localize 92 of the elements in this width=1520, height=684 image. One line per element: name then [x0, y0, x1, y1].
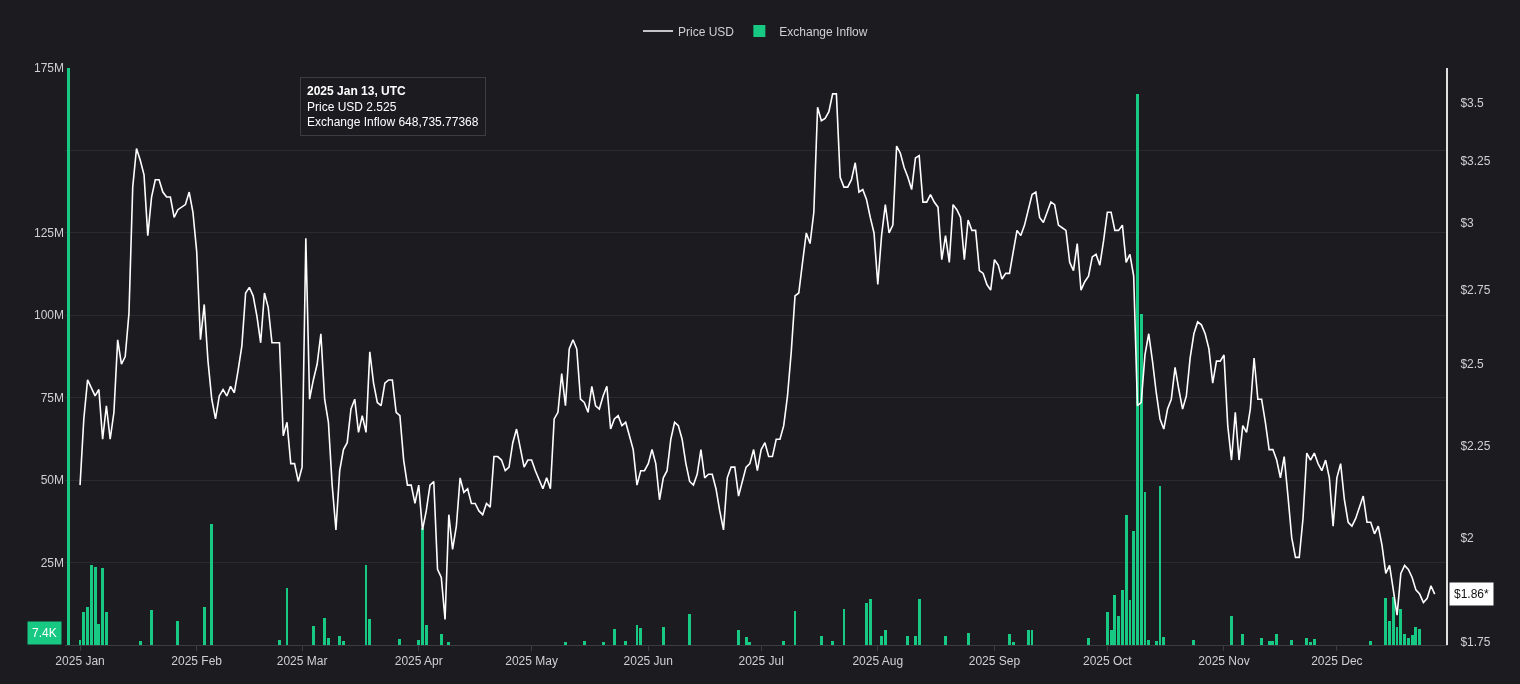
bar — [1305, 638, 1309, 645]
bar — [1309, 642, 1312, 645]
bar — [1267, 641, 1271, 645]
bar — [831, 641, 835, 645]
x-tick-label: 2025 Jul — [738, 654, 784, 669]
x-tick-label: 2025 Jun — [623, 654, 673, 669]
bar — [612, 628, 616, 645]
x-tick-label: 2025 Nov — [1198, 654, 1250, 669]
y2-tick-label: $3.25 — [1460, 153, 1491, 168]
bar — [564, 642, 567, 645]
bar — [1008, 634, 1011, 645]
bar — [917, 599, 921, 645]
y2-tick-label: $1.75 — [1460, 634, 1491, 649]
y-tick-label: 50M — [40, 473, 64, 488]
bar — [906, 636, 910, 645]
legend-label: Exchange Inflow — [779, 24, 868, 39]
bar — [1406, 638, 1410, 645]
bar — [1026, 630, 1030, 645]
bar — [1312, 639, 1316, 645]
bar — [1290, 640, 1294, 645]
x-tick-label: 2025 Dec — [1311, 654, 1363, 669]
annotation: 2025 Jan 13, UTC Price USD 2.525 Exchange Inflow 648,735.77368 — [307, 84, 479, 130]
x-tick-label: 2025 Apr — [394, 654, 443, 669]
bar — [421, 528, 424, 645]
x-tick-label: 2025 Jan — [55, 654, 105, 669]
bar — [639, 627, 643, 645]
bar — [1384, 598, 1388, 645]
x-tick-label: 2025 Sep — [968, 654, 1021, 669]
bar — [601, 642, 605, 645]
bar — [1275, 634, 1279, 645]
bar — [101, 567, 105, 645]
bar — [1391, 597, 1395, 645]
y2-tick-label: $3.5 — [1460, 95, 1485, 110]
y-tick-label: 75M — [40, 390, 64, 405]
x-tick-label: 2025 Oct — [1082, 654, 1133, 669]
bar — [1124, 514, 1128, 645]
y-tick-label: 125M — [33, 226, 64, 241]
bar — [782, 641, 786, 645]
y2-tick-label: $2.25 — [1460, 439, 1491, 454]
y-tick-label: 100M — [33, 308, 64, 323]
bar — [883, 630, 887, 645]
bar — [582, 641, 586, 645]
bar — [1136, 94, 1139, 645]
bar — [447, 642, 451, 645]
y2-tick-label: $3 — [1460, 215, 1475, 230]
bar — [176, 621, 180, 645]
y-tick-label: 175M — [33, 61, 64, 76]
x-tick-label: 2025 Feb — [171, 654, 223, 669]
y-tick-label: 25M — [40, 555, 64, 570]
bar — [688, 613, 692, 645]
bar — [1113, 594, 1117, 645]
bar — [138, 641, 142, 645]
bar — [202, 607, 206, 645]
bar — [89, 564, 93, 645]
bar — [1418, 628, 1422, 645]
bar — [737, 630, 740, 645]
x-tick-label: 2025 May — [505, 654, 558, 669]
y2-tick-label: $2.5 — [1460, 357, 1485, 372]
bar — [868, 599, 872, 645]
y2-tick-label: $2.75 — [1460, 283, 1491, 298]
bar — [1241, 634, 1245, 645]
bar — [1192, 639, 1196, 645]
legend-label: Price USD — [678, 24, 735, 39]
bar — [398, 639, 402, 645]
bar — [1369, 641, 1373, 645]
bar — [944, 635, 947, 645]
bar — [67, 68, 71, 645]
bar — [1230, 616, 1233, 645]
bar — [338, 636, 342, 645]
bar — [439, 634, 443, 645]
bar — [819, 636, 823, 645]
bar — [744, 637, 748, 645]
bar — [1260, 638, 1264, 645]
bar — [865, 602, 868, 645]
bar — [966, 633, 970, 645]
y2-tick-label: $2 — [1460, 530, 1475, 545]
bar — [1414, 626, 1418, 645]
text: $1.86* — [1454, 587, 1490, 601]
bar — [323, 618, 327, 645]
bar — [1105, 612, 1109, 645]
text: 7.4K — [32, 626, 57, 640]
bar — [150, 609, 153, 645]
bar — [93, 566, 97, 645]
x-tick-label: 2025 Aug — [852, 654, 904, 669]
bar — [311, 625, 315, 645]
bar — [210, 523, 214, 645]
bar — [624, 641, 628, 645]
bar — [1399, 608, 1403, 645]
bar — [278, 640, 281, 645]
bar — [661, 626, 665, 645]
bar — [1087, 638, 1090, 645]
x-tick-label: 2025 Mar — [276, 654, 328, 669]
